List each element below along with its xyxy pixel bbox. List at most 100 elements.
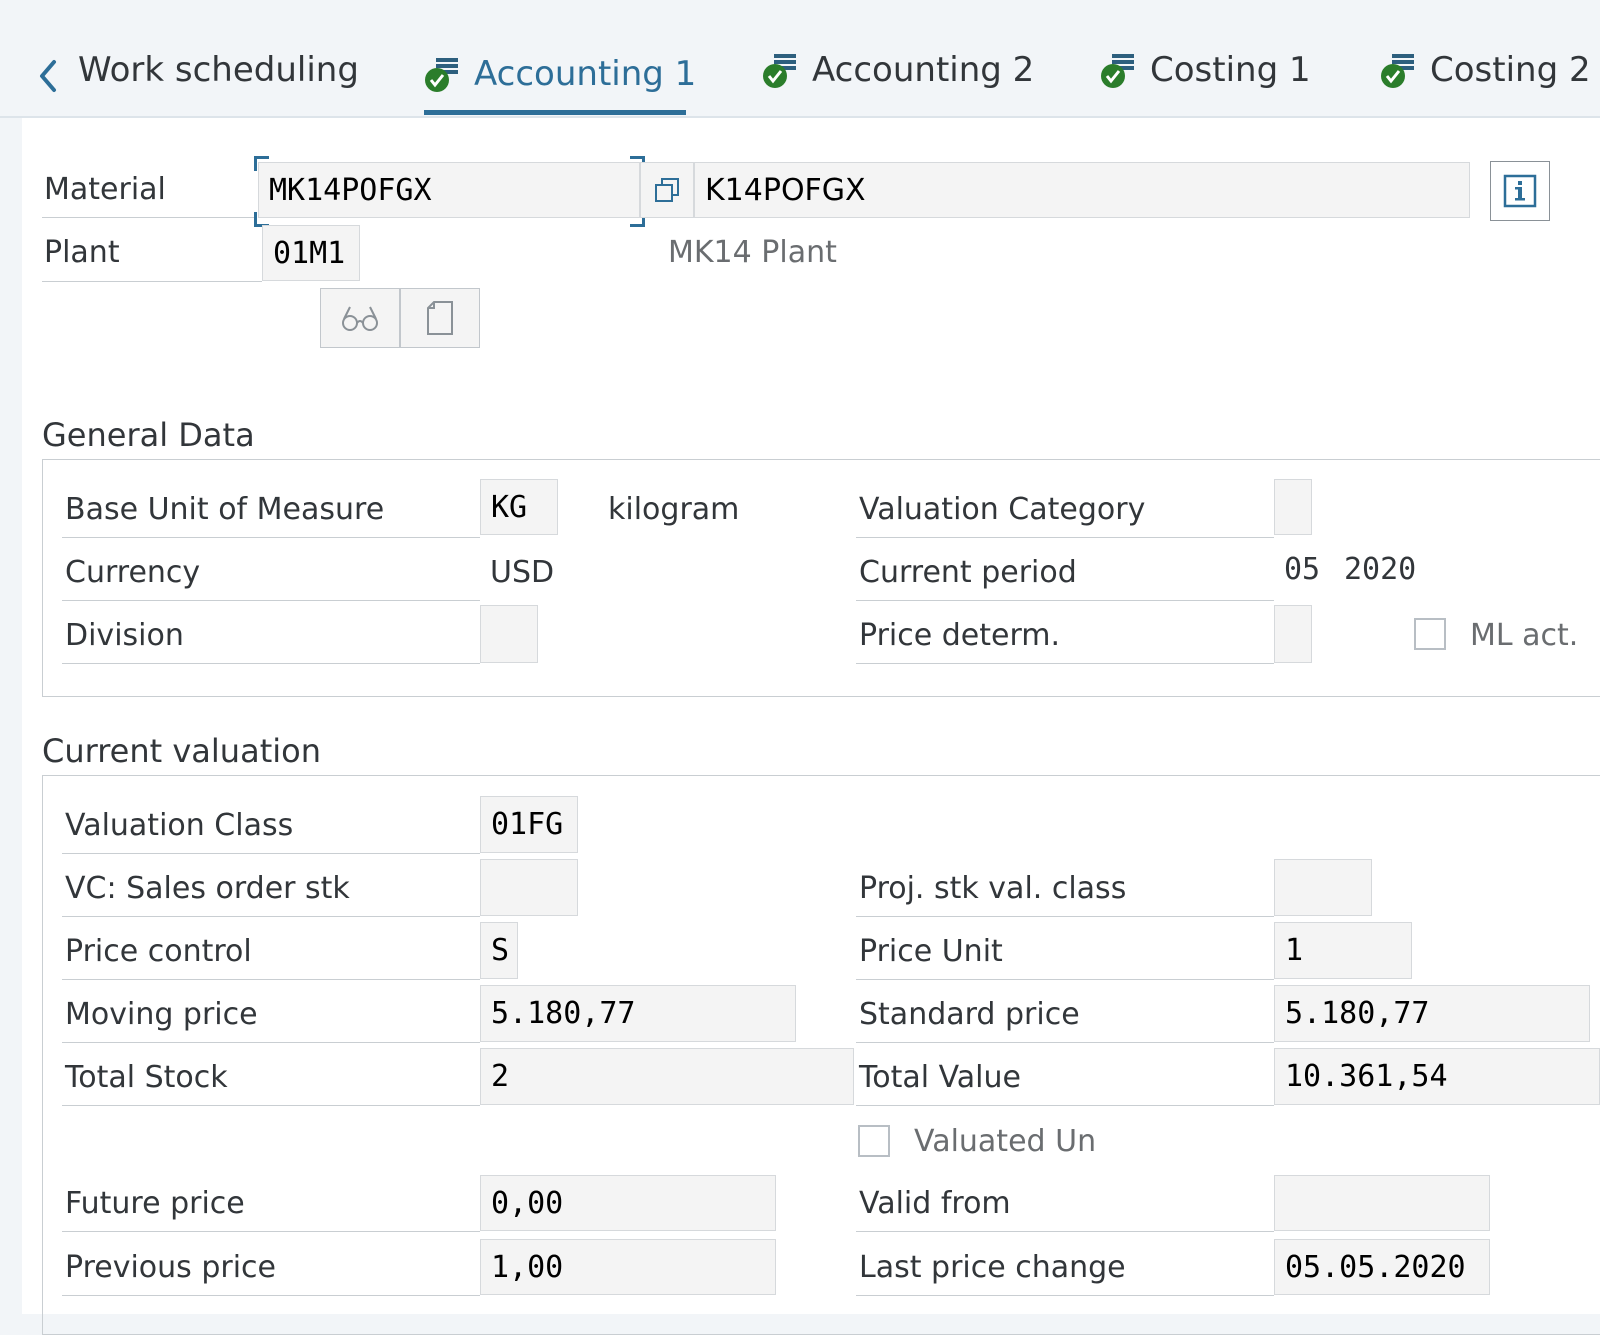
plant-description: MK14 Plant bbox=[668, 235, 837, 270]
last-price-change-label: Last price change bbox=[859, 1250, 1126, 1285]
tab-label: Accounting 1 bbox=[474, 54, 697, 94]
tab-costing-1[interactable]: Costing 1 bbox=[1100, 50, 1311, 90]
plant-input[interactable]: 01M1 bbox=[262, 225, 360, 281]
document-icon bbox=[427, 301, 453, 335]
chevron-left-icon[interactable] bbox=[30, 56, 70, 96]
checked-stack-icon bbox=[1101, 54, 1134, 88]
copy-icon bbox=[655, 178, 679, 202]
valuation-class-input[interactable]: 01FG bbox=[480, 796, 578, 853]
general-data-group bbox=[42, 459, 1600, 697]
tab-label: Accounting 2 bbox=[812, 50, 1035, 90]
info-button[interactable] bbox=[1490, 161, 1550, 221]
plant-label: Plant bbox=[44, 235, 120, 270]
standard-price-label: Standard price bbox=[859, 997, 1080, 1032]
base-uom-description: kilogram bbox=[608, 492, 740, 527]
label-underline bbox=[62, 1295, 480, 1296]
price-determ-input[interactable] bbox=[1274, 605, 1312, 663]
content-panel bbox=[22, 118, 1600, 1314]
proj-stk-input[interactable] bbox=[1274, 859, 1372, 916]
tab-costing-2[interactable]: Costing 2 bbox=[1380, 50, 1591, 90]
label-underline bbox=[62, 1105, 480, 1106]
vc-sales-order-input[interactable] bbox=[480, 859, 578, 916]
material-input[interactable]: MK14POFGX bbox=[258, 162, 640, 218]
current-period-year: 2020 bbox=[1344, 552, 1417, 587]
vc-sales-order-label: VC: Sales order stk bbox=[65, 871, 350, 906]
tab-work-scheduling[interactable]: Work scheduling bbox=[78, 50, 359, 90]
valuation-category-input[interactable] bbox=[1274, 479, 1312, 535]
valid-from-input[interactable] bbox=[1274, 1175, 1490, 1231]
label-underline bbox=[62, 853, 480, 854]
last-price-change-input[interactable]: 05.05.2020 bbox=[1274, 1239, 1490, 1295]
info-icon bbox=[1503, 174, 1537, 208]
label-underline bbox=[42, 281, 262, 282]
label-underline bbox=[42, 217, 257, 218]
focus-corner bbox=[630, 212, 645, 227]
previous-price-label: Previous price bbox=[65, 1250, 276, 1285]
previous-price-input[interactable]: 1,00 bbox=[480, 1239, 776, 1295]
display-button[interactable] bbox=[320, 288, 400, 348]
label-underline bbox=[856, 600, 1274, 601]
tab-label: Costing 1 bbox=[1150, 50, 1311, 90]
standard-price-input[interactable]: 5.180,77 bbox=[1274, 985, 1590, 1042]
focus-corner bbox=[254, 156, 269, 171]
valid-from-label: Valid from bbox=[859, 1186, 1011, 1221]
focus-corner bbox=[254, 212, 269, 227]
ml-act-label: ML act. bbox=[1470, 618, 1579, 653]
label-underline bbox=[856, 537, 1274, 538]
price-control-label: Price control bbox=[65, 934, 252, 969]
total-value-label: Total Value bbox=[859, 1060, 1021, 1095]
material-label: Material bbox=[44, 172, 166, 207]
active-tab-indicator bbox=[424, 110, 686, 115]
label-underline bbox=[62, 600, 480, 601]
valuation-class-label: Valuation Class bbox=[65, 808, 294, 843]
total-stock-label: Total Stock bbox=[65, 1060, 228, 1095]
proj-stk-label: Proj. stk val. class bbox=[859, 871, 1127, 906]
label-underline bbox=[856, 1231, 1274, 1232]
price-unit-label: Price Unit bbox=[859, 934, 1003, 969]
division-label: Division bbox=[65, 618, 184, 653]
future-price-label: Future price bbox=[65, 1186, 245, 1221]
copy-button[interactable] bbox=[640, 162, 694, 218]
tab-label: Work scheduling bbox=[78, 50, 359, 90]
label-underline bbox=[856, 663, 1274, 664]
price-determ-label: Price determ. bbox=[859, 618, 1061, 653]
tab-bar: Work scheduling Accounting 1 Accounting … bbox=[0, 0, 1600, 118]
current-period-label: Current period bbox=[859, 555, 1077, 590]
tab-accounting-1[interactable]: Accounting 1 bbox=[424, 54, 696, 94]
base-uom-label: Base Unit of Measure bbox=[65, 492, 385, 527]
price-control-input[interactable]: S bbox=[480, 922, 518, 979]
document-button[interactable] bbox=[400, 288, 480, 348]
valuation-category-label: Valuation Category bbox=[859, 492, 1146, 527]
currency-value: USD bbox=[490, 555, 555, 590]
label-underline bbox=[856, 1105, 1274, 1106]
checked-stack-icon bbox=[1381, 54, 1414, 88]
label-underline bbox=[856, 1295, 1274, 1296]
checked-stack-icon bbox=[763, 54, 796, 88]
label-underline bbox=[62, 663, 480, 664]
material-description-field: K14POFGX bbox=[694, 162, 1470, 218]
label-underline bbox=[856, 979, 1274, 980]
label-underline bbox=[62, 537, 480, 538]
currency-label: Currency bbox=[65, 555, 201, 590]
tab-accounting-2[interactable]: Accounting 2 bbox=[762, 50, 1034, 90]
current-valuation-title: Current valuation bbox=[42, 732, 321, 770]
total-stock-input[interactable]: 2 bbox=[480, 1048, 854, 1105]
base-uom-input[interactable]: KG bbox=[480, 479, 558, 535]
valuated-un-checkbox[interactable] bbox=[858, 1125, 890, 1157]
label-underline bbox=[62, 916, 480, 917]
glasses-icon bbox=[342, 306, 378, 331]
total-value-input[interactable]: 10.361,54 bbox=[1274, 1048, 1600, 1105]
moving-price-label: Moving price bbox=[65, 997, 258, 1032]
price-unit-input[interactable]: 1 bbox=[1274, 922, 1412, 979]
division-input[interactable] bbox=[480, 605, 538, 663]
future-price-input[interactable]: 0,00 bbox=[480, 1175, 776, 1231]
tab-label: Costing 2 bbox=[1430, 50, 1591, 90]
label-underline bbox=[62, 1042, 480, 1043]
moving-price-input[interactable]: 5.180,77 bbox=[480, 985, 796, 1042]
current-period-month: 05 bbox=[1284, 552, 1321, 587]
ml-act-checkbox[interactable] bbox=[1414, 618, 1446, 650]
label-underline bbox=[62, 1231, 480, 1232]
label-underline bbox=[856, 1042, 1274, 1043]
label-underline bbox=[62, 979, 480, 980]
label-underline bbox=[856, 916, 1274, 917]
